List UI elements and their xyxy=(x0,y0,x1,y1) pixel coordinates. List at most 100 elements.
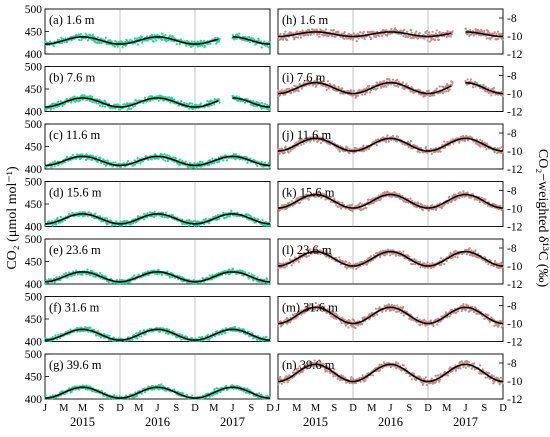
data-point xyxy=(84,158,87,162)
data-point xyxy=(103,163,106,166)
y-tick-label: 500 xyxy=(25,177,43,189)
data-point xyxy=(299,36,302,39)
data-point xyxy=(191,394,194,397)
data-point xyxy=(430,39,433,42)
data-point xyxy=(332,28,335,32)
data-point xyxy=(492,86,495,90)
data-point xyxy=(161,38,164,41)
data-point xyxy=(61,42,64,45)
data-point xyxy=(168,276,172,279)
data-point xyxy=(81,153,84,156)
data-point xyxy=(97,102,100,105)
data-point xyxy=(256,276,259,279)
data-point xyxy=(434,39,437,42)
data-point xyxy=(94,41,97,44)
data-point xyxy=(414,32,417,35)
panel-label: (h) 1.6 m xyxy=(282,13,328,27)
data-point xyxy=(153,210,156,214)
data-point xyxy=(168,96,171,99)
data-point xyxy=(464,79,467,83)
data-point xyxy=(150,158,153,161)
data-point xyxy=(164,33,167,37)
panel-label: (i) 7.6 m xyxy=(282,71,326,85)
data-point xyxy=(211,157,214,160)
data-point xyxy=(66,155,69,158)
y-tick-label: 400 xyxy=(25,337,43,349)
data-point xyxy=(146,35,149,38)
data-point xyxy=(165,40,168,43)
data-point xyxy=(135,332,138,335)
data-point xyxy=(118,394,121,398)
data-point xyxy=(496,30,500,33)
data-point xyxy=(108,39,112,42)
data-point xyxy=(91,158,94,161)
data-point xyxy=(268,108,271,111)
panel-8: -12-10-8(h) 1.6 m xyxy=(276,8,523,61)
data-point xyxy=(130,107,133,110)
data-point xyxy=(59,215,62,219)
data-point xyxy=(290,91,293,95)
data-point xyxy=(224,331,227,334)
data-point xyxy=(193,162,196,165)
data-point xyxy=(133,37,137,40)
data-point xyxy=(70,101,73,104)
y-tick-label: 400 xyxy=(25,164,43,176)
data-point xyxy=(246,98,249,101)
data-point xyxy=(61,220,64,223)
data-point xyxy=(403,28,406,31)
panel-label: (e) 23.6 m xyxy=(49,243,101,257)
data-point xyxy=(334,35,337,38)
data-point xyxy=(352,32,355,35)
data-point xyxy=(263,40,266,43)
data-point xyxy=(410,29,413,32)
data-point xyxy=(401,81,405,84)
data-point xyxy=(164,159,167,162)
data-point xyxy=(63,219,67,222)
data-point xyxy=(95,102,98,105)
data-point xyxy=(263,102,267,105)
data-point xyxy=(173,98,176,101)
data-point xyxy=(253,274,256,277)
data-point xyxy=(485,37,488,40)
data-point xyxy=(63,161,67,164)
data-point xyxy=(126,161,129,164)
data-point xyxy=(147,158,150,161)
data-point xyxy=(62,273,65,276)
data-point xyxy=(86,268,89,271)
data-point xyxy=(98,41,101,45)
y-tick-label: 400 xyxy=(25,107,43,119)
data-point xyxy=(363,38,366,41)
data-point xyxy=(319,141,322,144)
data-point xyxy=(59,100,62,103)
data-point xyxy=(169,34,172,38)
data-point xyxy=(487,30,490,33)
y-tick-label: 450 xyxy=(25,372,43,384)
data-point xyxy=(63,102,67,105)
data-point xyxy=(225,384,228,387)
data-point xyxy=(61,37,64,41)
data-point xyxy=(203,39,206,42)
y-tick-label: 400 xyxy=(25,222,43,234)
data-point xyxy=(300,143,303,146)
data-point xyxy=(128,107,131,110)
y-tick-label: -12 xyxy=(507,164,523,176)
data-point xyxy=(243,101,247,104)
data-point xyxy=(206,333,209,336)
data-point xyxy=(424,32,427,35)
data-point xyxy=(500,32,503,36)
y-tick-label: 500 xyxy=(25,234,43,246)
data-point xyxy=(260,161,263,164)
y-tick-label: -8 xyxy=(507,13,517,25)
data-point xyxy=(362,30,365,33)
data-point xyxy=(352,89,355,93)
data-point xyxy=(51,224,54,227)
data-point xyxy=(380,86,383,89)
data-point xyxy=(148,99,152,103)
data-point xyxy=(44,394,47,397)
data-point xyxy=(196,45,199,48)
data-point xyxy=(89,326,92,329)
